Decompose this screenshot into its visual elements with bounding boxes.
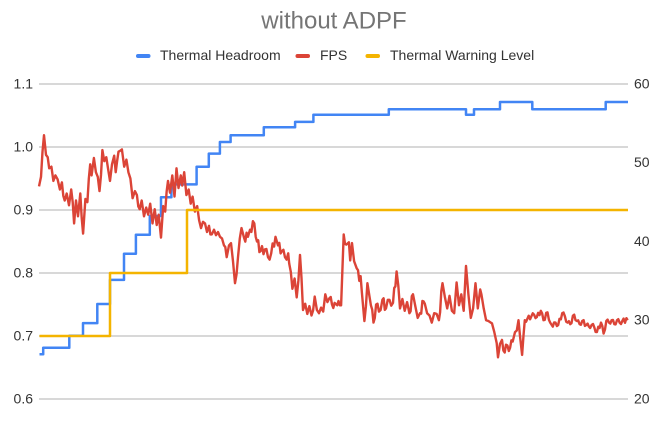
svg-text:60: 60 — [634, 75, 650, 91]
svg-text:0.9: 0.9 — [14, 201, 34, 217]
svg-text:40: 40 — [634, 233, 650, 249]
svg-text:20: 20 — [634, 390, 650, 406]
svg-text:0.8: 0.8 — [14, 264, 34, 280]
svg-text:Thermal Headroom: Thermal Headroom — [160, 47, 281, 63]
svg-text:30: 30 — [634, 312, 650, 328]
svg-text:0.7: 0.7 — [14, 327, 34, 343]
svg-text:1.1: 1.1 — [14, 75, 34, 91]
svg-text:0.6: 0.6 — [14, 390, 34, 406]
svg-text:without ADPF: without ADPF — [260, 8, 406, 35]
svg-text:50: 50 — [634, 154, 650, 170]
svg-text:FPS: FPS — [320, 47, 347, 63]
svg-text:Thermal Warning Level: Thermal Warning Level — [390, 47, 534, 63]
svg-text:1.0: 1.0 — [14, 138, 34, 154]
